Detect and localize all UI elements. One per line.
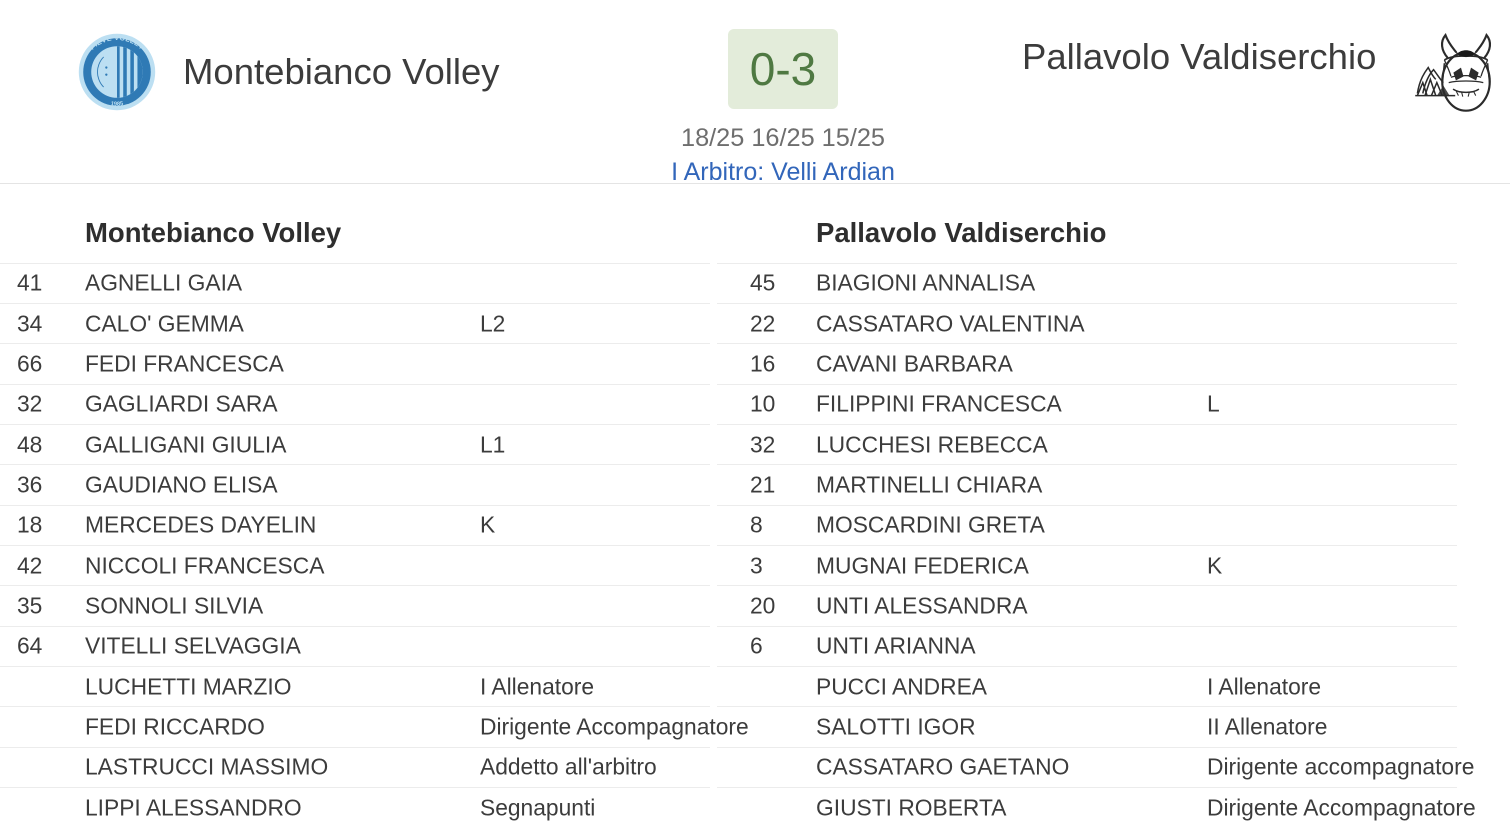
svg-text:1985: 1985	[110, 101, 124, 108]
